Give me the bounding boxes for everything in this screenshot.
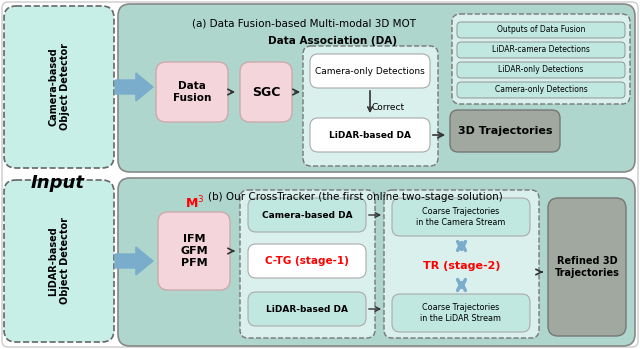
- Text: SGC: SGC: [252, 86, 280, 98]
- FancyBboxPatch shape: [548, 198, 626, 336]
- Text: Outputs of Data Fusion: Outputs of Data Fusion: [497, 25, 585, 35]
- Text: Camera-based
Object Detector: Camera-based Object Detector: [48, 44, 70, 131]
- Text: C-TG (stage-1): C-TG (stage-1): [265, 256, 349, 266]
- FancyArrow shape: [115, 73, 153, 101]
- Text: Coarse Trajectories
in the LiDAR Stream: Coarse Trajectories in the LiDAR Stream: [420, 303, 502, 323]
- FancyBboxPatch shape: [310, 54, 430, 88]
- FancyBboxPatch shape: [392, 294, 530, 332]
- FancyBboxPatch shape: [384, 190, 539, 338]
- Text: 3D Trajectories: 3D Trajectories: [458, 126, 552, 136]
- Text: TR (stage-2): TR (stage-2): [423, 261, 500, 271]
- Text: (a) Data Fusion-based Multi-modal 3D MOT: (a) Data Fusion-based Multi-modal 3D MOT: [192, 18, 416, 28]
- Text: LiDAR-only Detections: LiDAR-only Detections: [499, 66, 584, 74]
- Text: LiDAR-based DA: LiDAR-based DA: [329, 131, 411, 140]
- FancyBboxPatch shape: [248, 198, 366, 232]
- Text: Correct: Correct: [371, 103, 404, 111]
- Text: Refined 3D
Trajectories: Refined 3D Trajectories: [555, 256, 620, 278]
- Text: (b) Our CrossTracker (the first online two-stage solution): (b) Our CrossTracker (the first online t…: [209, 192, 503, 202]
- FancyBboxPatch shape: [392, 198, 530, 236]
- Text: M$^3$: M$^3$: [186, 195, 205, 211]
- Text: LiDAR-camera Detections: LiDAR-camera Detections: [492, 45, 590, 54]
- FancyBboxPatch shape: [248, 292, 366, 326]
- Text: Camera-based DA: Camera-based DA: [262, 210, 352, 220]
- Text: Camera-only Detections: Camera-only Detections: [315, 67, 425, 75]
- FancyBboxPatch shape: [452, 14, 630, 104]
- FancyBboxPatch shape: [310, 118, 430, 152]
- FancyArrow shape: [115, 247, 153, 275]
- FancyBboxPatch shape: [158, 212, 230, 290]
- Text: LiDAR-based
Object Detector: LiDAR-based Object Detector: [48, 217, 70, 304]
- FancyBboxPatch shape: [457, 82, 625, 98]
- Text: LiDAR-based DA: LiDAR-based DA: [266, 304, 348, 313]
- FancyBboxPatch shape: [450, 110, 560, 152]
- FancyBboxPatch shape: [248, 244, 366, 278]
- FancyBboxPatch shape: [240, 62, 292, 122]
- FancyBboxPatch shape: [240, 190, 375, 338]
- Text: Input: Input: [31, 174, 85, 192]
- Text: Camera-only Detections: Camera-only Detections: [495, 86, 588, 95]
- Text: Data
Fusion: Data Fusion: [173, 81, 211, 103]
- FancyBboxPatch shape: [303, 46, 438, 166]
- FancyBboxPatch shape: [457, 22, 625, 38]
- FancyBboxPatch shape: [457, 62, 625, 78]
- Text: IFM
GFM
PFM: IFM GFM PFM: [180, 235, 208, 268]
- FancyBboxPatch shape: [156, 62, 228, 122]
- FancyBboxPatch shape: [118, 4, 635, 172]
- FancyBboxPatch shape: [4, 180, 114, 342]
- FancyBboxPatch shape: [118, 178, 635, 346]
- Text: Data Association (DA): Data Association (DA): [269, 36, 397, 46]
- FancyBboxPatch shape: [457, 42, 625, 58]
- Text: Coarse Trajectories
in the Camera Stream: Coarse Trajectories in the Camera Stream: [416, 207, 506, 227]
- FancyBboxPatch shape: [4, 6, 114, 168]
